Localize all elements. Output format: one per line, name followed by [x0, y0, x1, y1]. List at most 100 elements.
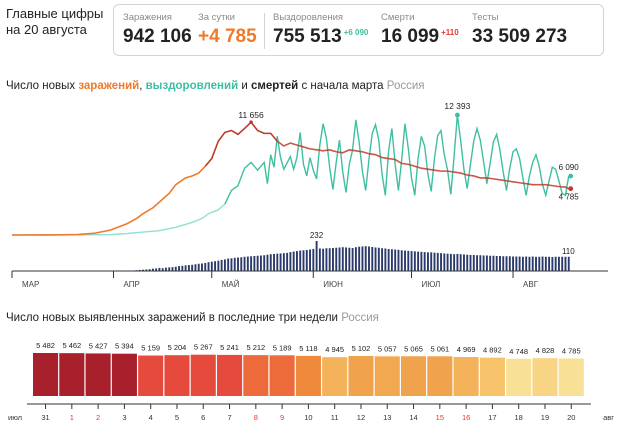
day-bar-value-label: 5 061	[430, 344, 449, 353]
deaths-bar	[551, 257, 554, 271]
day-bar	[558, 358, 584, 396]
day-bar	[243, 355, 269, 396]
deaths-bar	[456, 253, 459, 271]
deaths-bar	[528, 256, 531, 271]
deaths-bar	[207, 262, 210, 271]
deaths-bar	[250, 256, 253, 271]
deaths-bar	[512, 256, 515, 271]
deaths-bar	[430, 252, 433, 271]
deaths-bar	[187, 265, 190, 271]
deaths-bar	[273, 253, 275, 271]
day-bar-value-label: 4 892	[483, 346, 502, 355]
deaths-bar	[413, 251, 416, 271]
day-label: 8	[254, 413, 258, 422]
deaths-bar	[204, 262, 207, 271]
three-week-bar-chart: 5 482 31 5 462 1 5 427 2 5 394 3 5 159 4 5 204 5 5 2…	[8, 341, 614, 422]
infections-peak-label: 11 656	[238, 110, 264, 120]
deaths-bar	[404, 250, 406, 271]
stat-per-day: За сутки +4 785	[198, 12, 257, 48]
day-bar	[479, 357, 505, 396]
deaths-bar	[325, 248, 328, 271]
deaths-bar	[318, 248, 321, 271]
deaths-bar	[305, 250, 308, 271]
recoveries-peak-marker	[454, 112, 460, 118]
month-label-right: авг	[603, 413, 614, 422]
x-axis-tick-label: АПР	[124, 280, 140, 289]
deaths-bar	[561, 256, 564, 271]
deaths-bar	[335, 247, 338, 271]
day-label: 3	[122, 413, 126, 422]
day-bar	[164, 355, 190, 396]
deaths-bar	[253, 256, 256, 271]
day-bar-value-label: 5 204	[168, 343, 187, 352]
day-bar-value-label: 4 945	[325, 345, 344, 354]
day-bar-value-label: 5 462	[62, 341, 81, 350]
day-bar	[348, 355, 374, 396]
recoveries-last-marker	[568, 173, 574, 179]
chart1-title-suffix: с начала марта	[298, 80, 384, 92]
day-label: 18	[515, 413, 523, 422]
deaths-bar	[381, 248, 384, 271]
deaths-bar	[217, 260, 220, 271]
deaths-bar	[518, 256, 521, 271]
deaths-bar	[525, 256, 528, 271]
day-label: 15	[436, 413, 444, 422]
deaths-bar	[174, 266, 177, 271]
stat-per-day-value: +4 785	[198, 26, 257, 47]
deaths-bar	[469, 254, 472, 271]
deaths-bar	[243, 256, 246, 271]
deaths-bar	[332, 247, 334, 271]
deaths-bar	[505, 256, 508, 271]
deaths-bar	[312, 249, 315, 271]
deaths-bar	[554, 256, 557, 271]
day-label: 19	[541, 413, 549, 422]
deaths-bar	[145, 269, 148, 271]
stat-deaths-delta: +110	[441, 28, 459, 37]
day-bar-value-label: 4 748	[509, 347, 528, 356]
deaths-bar	[387, 249, 390, 271]
stat-recoveries-value: 755 513	[273, 26, 342, 47]
stat-infections-label: Заражения	[123, 12, 172, 23]
deaths-bar	[227, 258, 230, 271]
deaths-bar	[345, 247, 348, 271]
deaths-bar	[309, 249, 311, 271]
day-bar	[401, 356, 427, 396]
deaths-bar	[269, 254, 272, 271]
day-bar	[506, 358, 532, 396]
deaths-bar	[158, 267, 161, 271]
day-bar-value-label: 5 394	[115, 342, 134, 351]
deaths-bar	[276, 253, 279, 271]
day-bar	[269, 355, 295, 396]
deaths-bar	[171, 267, 174, 271]
infections-last-marker	[568, 186, 574, 192]
day-bar-value-label: 5 241	[220, 343, 239, 352]
deaths-bar	[286, 252, 289, 271]
deaths-bar	[489, 255, 492, 271]
deaths-bar	[538, 256, 541, 271]
infections-line-late	[276, 140, 570, 190]
stat-deaths-value: 16 099	[381, 26, 440, 47]
stat-infections-value: 942 106	[123, 26, 192, 47]
deaths-bar	[426, 252, 429, 271]
deaths-bar	[394, 249, 397, 271]
stat-tests-value: 33 509 273	[472, 26, 568, 47]
day-bar-value-label: 5 267	[194, 343, 213, 352]
deaths-bar	[279, 253, 282, 271]
stat-tests-label: Тесты	[472, 12, 499, 23]
deaths-bar	[210, 261, 213, 271]
stat-deaths-label: Смерти	[381, 12, 415, 23]
deaths-bar	[181, 265, 184, 271]
stat-recoveries-delta: +6 090	[343, 28, 369, 37]
deaths-bar	[296, 251, 298, 271]
day-label: 13	[383, 413, 391, 422]
deaths-bar	[299, 250, 302, 271]
deaths-bar	[358, 246, 361, 271]
deaths-bar	[423, 252, 426, 271]
x-axis-tick-label: МАР	[22, 280, 39, 289]
day-bar	[217, 354, 243, 396]
day-bar-value-label: 5 102	[352, 344, 371, 353]
day-label: 14	[409, 413, 417, 422]
deaths-bar	[364, 246, 367, 271]
x-axis-tick-label: ИЮЛ	[422, 280, 441, 289]
deaths-bar	[155, 268, 158, 271]
